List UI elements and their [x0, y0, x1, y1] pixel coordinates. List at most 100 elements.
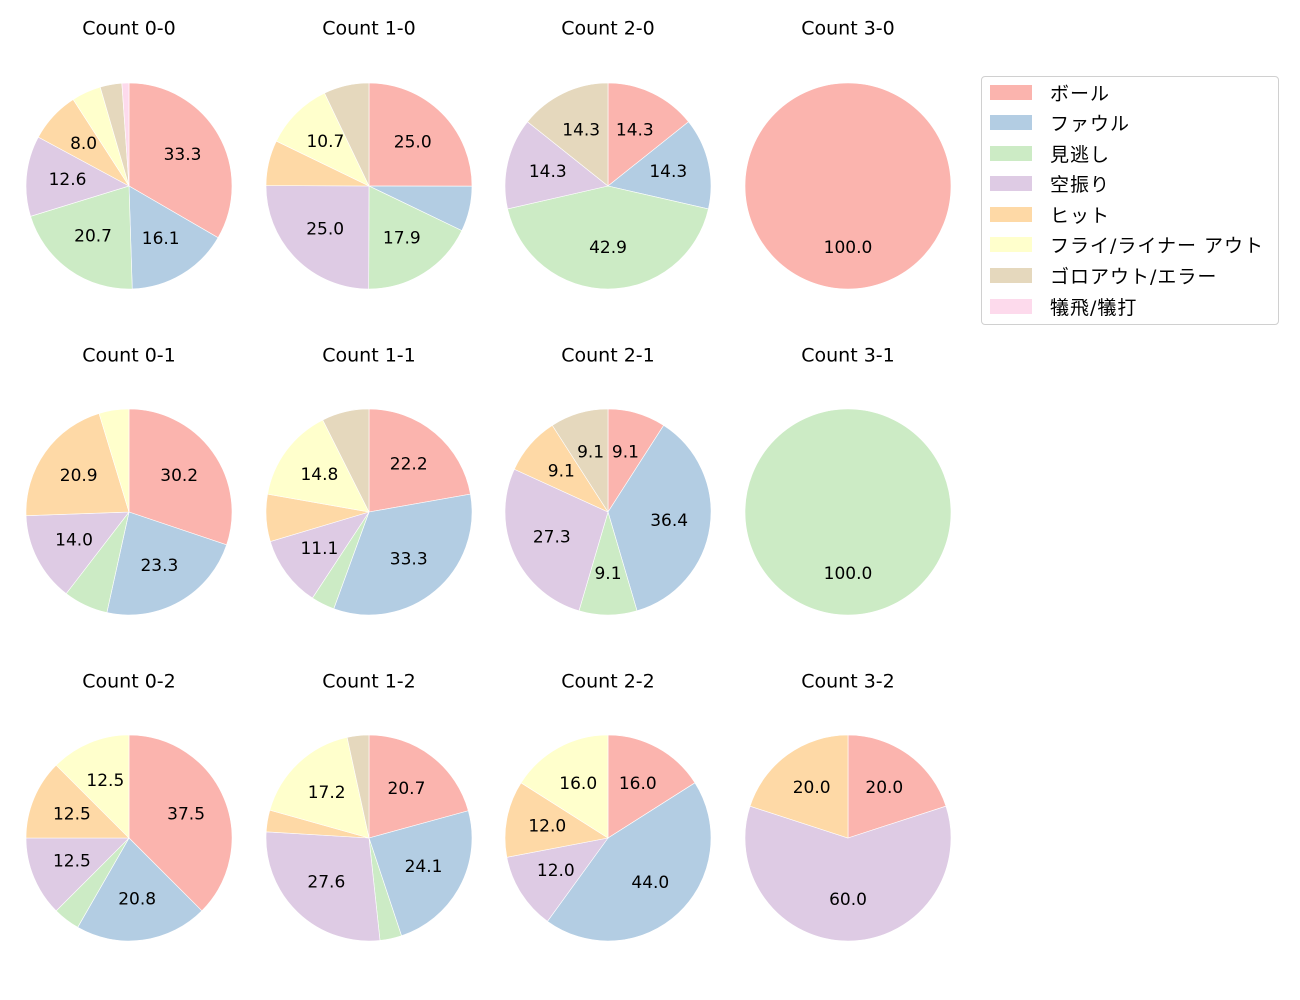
pie-slice: [322, 408, 370, 513]
pie-slice: [607, 82, 689, 187]
pie-title: Count 1-1: [322, 345, 416, 367]
legend-label: ゴロアウト/エラー: [1050, 265, 1218, 288]
legend-item-ground-out: ゴロアウト/エラー: [990, 264, 1218, 288]
pie-slice-label: 20.0: [793, 778, 831, 798]
pie-slice-label: 12.0: [537, 861, 575, 881]
pie-slice: [749, 734, 849, 839]
pie-slice-label: 12.5: [86, 771, 124, 791]
pie-slice-label: 44.0: [631, 873, 669, 893]
pie-chart: Count 1-0 25.0 17.9 25.0 10.7: [265, 18, 473, 290]
legend-swatch-called-strike: [990, 145, 1032, 161]
pie-chart: Count 3-2 20.0 60.0 20.0: [744, 671, 952, 942]
pie-slice-label: 37.5: [167, 804, 205, 824]
legend-swatch-ground-out: [990, 267, 1032, 283]
pie-title: Count 0-2: [82, 671, 176, 693]
pie-slice-label: 14.0: [55, 530, 93, 550]
pie-title: Count 3-2: [801, 671, 895, 693]
pie-slice: [368, 82, 473, 187]
legend-item-sacrifice: 犠飛/犠打: [990, 295, 1138, 319]
pie-slice: [551, 408, 609, 514]
pie-title: Count 1-0: [322, 18, 416, 40]
pie-title: Count 2-0: [561, 18, 655, 40]
pie-slice-label: 16.0: [559, 774, 597, 794]
pie-title: Count 2-1: [561, 345, 655, 367]
pie-slice: [265, 831, 381, 942]
legend-swatch-fly-out: [990, 236, 1032, 252]
legend-item-hit: ヒット: [990, 203, 1111, 227]
pie-slice: [128, 408, 233, 546]
pie-slice: [847, 734, 947, 839]
legend-label: 見逃し: [1050, 143, 1111, 166]
pie-slice-label: 100.0: [824, 564, 873, 584]
legend-label: 犠飛/犠打: [1050, 296, 1138, 319]
legend-swatch-ball: [990, 84, 1032, 100]
pie-slice: [106, 511, 227, 616]
pie-slice: [25, 511, 130, 595]
pie-slice: [55, 734, 130, 839]
pie-slice: [128, 734, 233, 912]
pie-slice-label: 20.7: [74, 226, 112, 246]
pie-slice: [547, 782, 712, 942]
legend-swatch-foul: [990, 114, 1032, 130]
pie-slice: [275, 92, 370, 187]
pie-slice-label: 22.2: [390, 455, 428, 475]
pie-slice-label: 14.3: [649, 162, 687, 182]
legend-item-ball: ボール: [990, 81, 1111, 105]
pie-chart: Count 3-1 100.0: [744, 345, 952, 616]
pie-slice-label: 9.1: [577, 443, 604, 463]
pie-slice-label: 12.0: [528, 816, 566, 836]
pie-slice: [506, 837, 609, 922]
pie-slice-label: 33.3: [390, 549, 428, 569]
pie-slice: [744, 805, 952, 942]
pie-slice-label: 27.3: [533, 528, 571, 548]
pie-slice: [504, 121, 609, 210]
pie-slice-label: 9.1: [594, 564, 621, 584]
pie-slice: [269, 736, 370, 839]
pie-slice-label: 14.3: [562, 120, 600, 140]
pie-slice: [333, 493, 473, 616]
pie-slice: [25, 837, 130, 912]
pie-slice-label: 42.9: [589, 238, 627, 258]
pie-slice-label: 36.4: [650, 511, 688, 531]
legend-item-foul: ファウル: [990, 111, 1130, 135]
pie-slice: [128, 82, 233, 239]
pie-title: Count 3-0: [801, 18, 895, 40]
legend-item-fly-out: フライ/ライナー アウト: [990, 233, 1265, 257]
pie-chart: Count 0-1 30.2 23.3 14.0 20.9: [25, 345, 233, 616]
pie-slice-label: 100.0: [824, 238, 873, 258]
pie-chart: Count 1-2 20.7 24.1 27.6 17.2: [265, 671, 473, 942]
pie-slice-label: 20.7: [388, 779, 426, 799]
pie-slice-label: 14.8: [300, 465, 338, 485]
pie-slice: [98, 408, 130, 513]
pie-title: Count 2-2: [561, 671, 655, 693]
pie-slice: [368, 810, 473, 937]
pie-slice-label: 9.1: [612, 443, 639, 463]
pie-slice-label: 9.1: [548, 462, 575, 482]
legend-label: ボール: [1050, 82, 1111, 105]
pie-slice-label: 24.1: [405, 857, 443, 877]
legend-label: ヒット: [1050, 204, 1111, 227]
legend-swatch-swinging-strike: [990, 175, 1032, 191]
pie-slice: [607, 734, 696, 839]
legend-label: フライ/ライナー アウト: [1050, 234, 1265, 257]
pie-slice-label: 16.0: [619, 774, 657, 794]
pie-slice: [368, 185, 463, 290]
pie-slice: [25, 764, 130, 839]
pie-slice: [121, 82, 130, 187]
pie-slice: [25, 413, 130, 517]
pie-slice: [504, 782, 609, 858]
pie-chart: Count 0-0 33.3 16.1 20.7 12.6 8.0: [25, 18, 233, 290]
pie-slice-label: 60.0: [829, 890, 867, 910]
pie-slice-label: 14.3: [616, 120, 654, 140]
pie-slice: [744, 408, 952, 616]
pie-slice: [265, 185, 370, 290]
pie-chart: Count 1-1 22.2 33.3 11.1 14.8: [265, 345, 473, 616]
pie-slice-label: 25.0: [306, 220, 344, 240]
pie-slice: [267, 419, 370, 513]
pie-slice: [607, 121, 712, 210]
pie-slice: [269, 511, 370, 599]
pie-chart: Count 0-2 37.5 20.8 12.5 12.5 12.5: [25, 671, 233, 942]
pie-slice-label: 25.0: [394, 132, 432, 152]
pie-slice: [368, 734, 469, 839]
